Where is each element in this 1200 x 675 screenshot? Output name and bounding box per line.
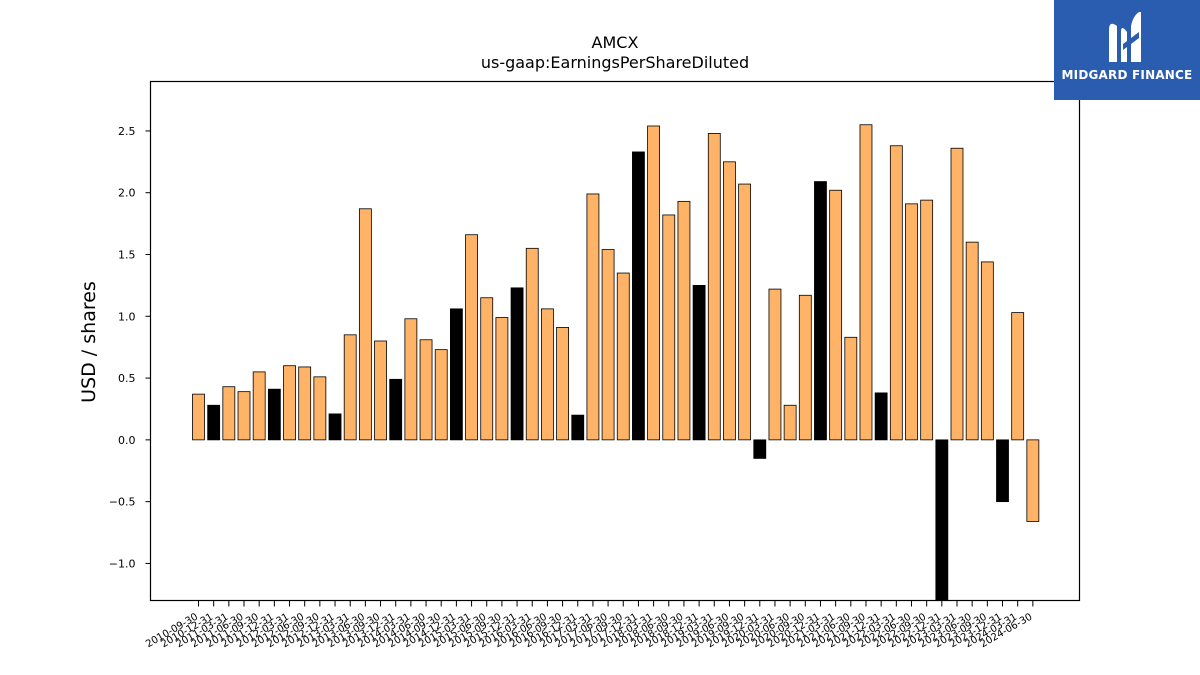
- bar-2015-12-31: [510, 287, 524, 441]
- bar-2023-06-30: [965, 241, 979, 441]
- bar-2021-09-30: [859, 124, 873, 441]
- y-axis-label: USD / shares: [78, 281, 100, 403]
- bar-2021-06-30: [844, 336, 858, 441]
- bar-2019-09-30: [738, 183, 752, 441]
- bar-2012-12-31: [328, 413, 342, 441]
- bar-2015-09-30: [495, 317, 509, 441]
- bar-2014-09-30: [434, 349, 448, 441]
- bar-2023-09-30: [980, 261, 994, 441]
- bar-2011-03-31: [222, 386, 236, 441]
- bar-2019-06-30: [723, 161, 736, 441]
- bar-2011-09-30: [252, 371, 266, 441]
- bar-2018-03-31: [647, 125, 660, 441]
- plot-frame: [149, 80, 1081, 602]
- bar-2022-12-31: [935, 439, 949, 601]
- brand-logo: MIDGARD FINANCE: [1054, 0, 1200, 100]
- bar-2020-09-30: [798, 294, 812, 441]
- bar-2010-09-30: [192, 393, 205, 441]
- chart-title: AMCX: [592, 33, 639, 52]
- bar-2021-03-31: [829, 189, 843, 441]
- bar-2021-12-31: [874, 392, 888, 441]
- bar-2020-06-30: [783, 404, 797, 441]
- bar-2019-12-31: [753, 439, 767, 459]
- bar-2017-12-31: [632, 151, 645, 441]
- bar-2019-03-31: [707, 132, 721, 441]
- bar-2012-06-30: [298, 366, 312, 441]
- bar-2016-03-31: [525, 247, 539, 441]
- bar-2018-09-30: [677, 200, 691, 441]
- bar-2011-06-30: [237, 391, 251, 441]
- bar-2022-03-31: [889, 145, 903, 441]
- bar-2013-06-30: [358, 208, 372, 441]
- bar-2017-06-30: [601, 249, 615, 441]
- chart-subtitle: us-gaap:EarningsPerShareDiluted: [481, 53, 749, 72]
- y-ticks-group: −1.0 −0.5 0.0 0.5 1.0 1.5 2.0 2.5: [109, 125, 151, 570]
- bar-2011-12-31: [267, 388, 281, 441]
- bar-2010-12-31: [207, 404, 221, 441]
- bar-2023-03-31: [950, 147, 964, 441]
- bar-2016-06-30: [541, 308, 554, 441]
- bar-2022-09-30: [920, 199, 934, 441]
- brand-name: MIDGARD FINANCE: [1061, 68, 1193, 82]
- midgard-m-icon: [1109, 12, 1141, 62]
- bar-2018-06-30: [662, 214, 676, 441]
- y-tick-label: 2.0: [118, 187, 136, 200]
- bar-2016-09-30: [556, 327, 569, 441]
- bar-2017-03-31: [586, 193, 600, 441]
- bar-2024-06-30: [1026, 439, 1040, 522]
- y-tick-label: −0.5: [109, 496, 136, 509]
- bar-2014-12-31: [449, 308, 463, 441]
- y-tick-label: 1.5: [118, 249, 136, 262]
- bar-2015-03-31: [465, 234, 478, 441]
- bar-2013-12-31: [389, 378, 403, 441]
- bar-2015-06-30: [480, 297, 494, 441]
- y-tick-label: 0.0: [118, 434, 136, 447]
- x-ticks-group: 2010-09-302010-12-312011-03-312011-06-30…: [144, 600, 1034, 650]
- bar-2024-03-31: [1011, 312, 1025, 441]
- bar-2016-12-31: [571, 414, 585, 441]
- bars-group: [192, 124, 1040, 601]
- bar-2020-12-31: [814, 181, 827, 441]
- y-tick-label: 2.5: [118, 125, 136, 138]
- bar-2022-06-30: [905, 203, 918, 441]
- bar-2012-09-30: [313, 376, 327, 441]
- bar-2018-12-31: [692, 284, 706, 441]
- bar-2014-06-30: [419, 339, 433, 441]
- bar-2012-03-31: [283, 365, 296, 441]
- bar-2023-12-31: [996, 439, 1009, 503]
- bar-2014-03-31: [404, 318, 418, 441]
- y-tick-label: 1.0: [118, 310, 136, 323]
- bar-2013-03-31: [343, 334, 357, 441]
- bar-2013-09-30: [374, 340, 387, 441]
- y-tick-label: 0.5: [118, 372, 136, 385]
- bar-2020-03-31: [768, 288, 782, 441]
- bar-2017-09-30: [616, 272, 630, 441]
- y-tick-label: −1.0: [109, 557, 136, 570]
